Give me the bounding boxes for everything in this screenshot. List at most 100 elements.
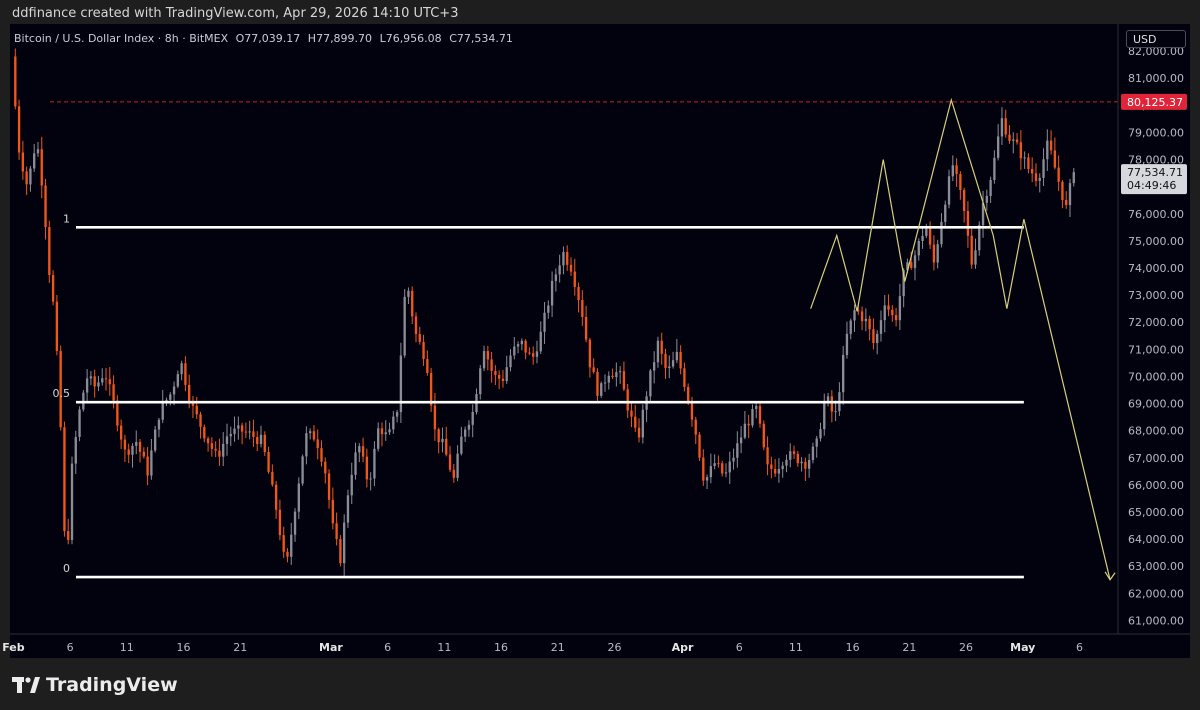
chart-area[interactable] — [10, 24, 1190, 658]
candle — [947, 169, 951, 209]
candle — [554, 268, 558, 292]
candle-body — [581, 299, 584, 318]
time-axis-tick: 16 — [846, 641, 860, 654]
candle-body — [664, 353, 667, 369]
candle-body — [913, 255, 917, 268]
candle — [993, 150, 996, 184]
candle-body — [743, 423, 747, 438]
candle — [248, 420, 251, 440]
time-axis-tick: 26 — [959, 641, 973, 654]
candle — [513, 337, 516, 360]
candle-body — [528, 352, 531, 354]
candle — [1053, 137, 1057, 170]
candle — [724, 463, 728, 478]
candle — [652, 351, 656, 384]
candle-body — [150, 450, 153, 476]
price-axis-tick: 72,000.00 — [1128, 316, 1184, 329]
candle-body — [97, 382, 100, 387]
candle — [796, 450, 799, 467]
candle — [732, 448, 735, 470]
candle — [456, 445, 459, 482]
candle-body — [607, 375, 610, 383]
candle-body — [210, 443, 214, 449]
candle — [286, 548, 289, 563]
candle — [717, 455, 720, 468]
candle-body — [78, 409, 81, 437]
candle-body — [717, 463, 720, 465]
candle-body — [411, 290, 414, 317]
candle-body — [547, 305, 550, 313]
currency-button[interactable]: USD — [1126, 30, 1186, 48]
candle — [543, 302, 546, 344]
candle-body — [792, 451, 796, 454]
tradingview-logo[interactable]: TradingView — [12, 674, 178, 696]
candle — [40, 136, 43, 199]
candle — [199, 411, 202, 439]
candle — [21, 140, 25, 180]
candle-body — [233, 428, 236, 434]
footer-bar — [0, 658, 1200, 710]
candle-body — [974, 250, 977, 265]
candle — [951, 155, 954, 182]
candle — [308, 428, 312, 440]
candle-body — [127, 449, 130, 455]
candle — [925, 223, 928, 239]
candle — [263, 431, 266, 456]
candle — [569, 257, 573, 276]
candle — [399, 342, 403, 424]
candle-body — [101, 378, 104, 383]
candle — [180, 360, 183, 381]
candlestick-chart[interactable]: 10.50 61,000.0062,000.0063,000.0064,000.… — [0, 0, 1200, 658]
candle-body — [970, 235, 973, 265]
candle-body — [244, 431, 248, 433]
candle-body — [690, 401, 694, 420]
candle — [153, 425, 157, 453]
candle-body — [21, 152, 25, 172]
candle-body — [142, 451, 145, 457]
candle — [679, 345, 682, 375]
candle — [891, 305, 894, 322]
candle-body — [324, 461, 327, 474]
symbol-legend[interactable]: Bitcoin / U.S. Dollar Index · 8h · BitME… — [14, 32, 517, 45]
candle — [17, 99, 21, 160]
candle — [259, 425, 263, 448]
time-axis-tick: Mar — [319, 641, 343, 654]
candle-body — [445, 438, 448, 455]
candle-body — [346, 495, 350, 523]
candle — [1000, 107, 1004, 145]
candle — [876, 330, 879, 355]
candle-body — [652, 362, 656, 371]
candle — [157, 417, 161, 438]
candle-body — [928, 228, 932, 245]
candle-body — [369, 478, 372, 480]
candle-body — [131, 445, 134, 455]
candle — [403, 289, 406, 358]
last-price-label: 77,534.71 — [1127, 166, 1183, 179]
candle-body — [683, 368, 686, 387]
candle — [577, 282, 580, 313]
candle — [93, 369, 96, 398]
candle — [316, 429, 319, 460]
candle-body — [630, 410, 633, 417]
candle — [463, 426, 467, 442]
candle-body — [297, 483, 300, 512]
candle-body — [479, 368, 482, 395]
candle-body — [225, 436, 229, 444]
candle-body — [558, 265, 561, 275]
candle-body — [1072, 172, 1075, 184]
candle-body — [709, 466, 713, 478]
candle — [305, 426, 308, 465]
candle — [59, 345, 62, 431]
candle-body — [634, 416, 637, 428]
candle-body — [135, 442, 138, 446]
candle — [985, 189, 988, 211]
candle-body — [1027, 157, 1030, 169]
candle — [97, 375, 100, 392]
candle — [63, 421, 66, 537]
candle-body — [263, 434, 266, 453]
candle-body — [773, 468, 777, 474]
candle-body — [123, 439, 127, 450]
candle-body — [399, 355, 403, 413]
candle-body — [17, 106, 21, 153]
candle-body — [320, 448, 323, 462]
